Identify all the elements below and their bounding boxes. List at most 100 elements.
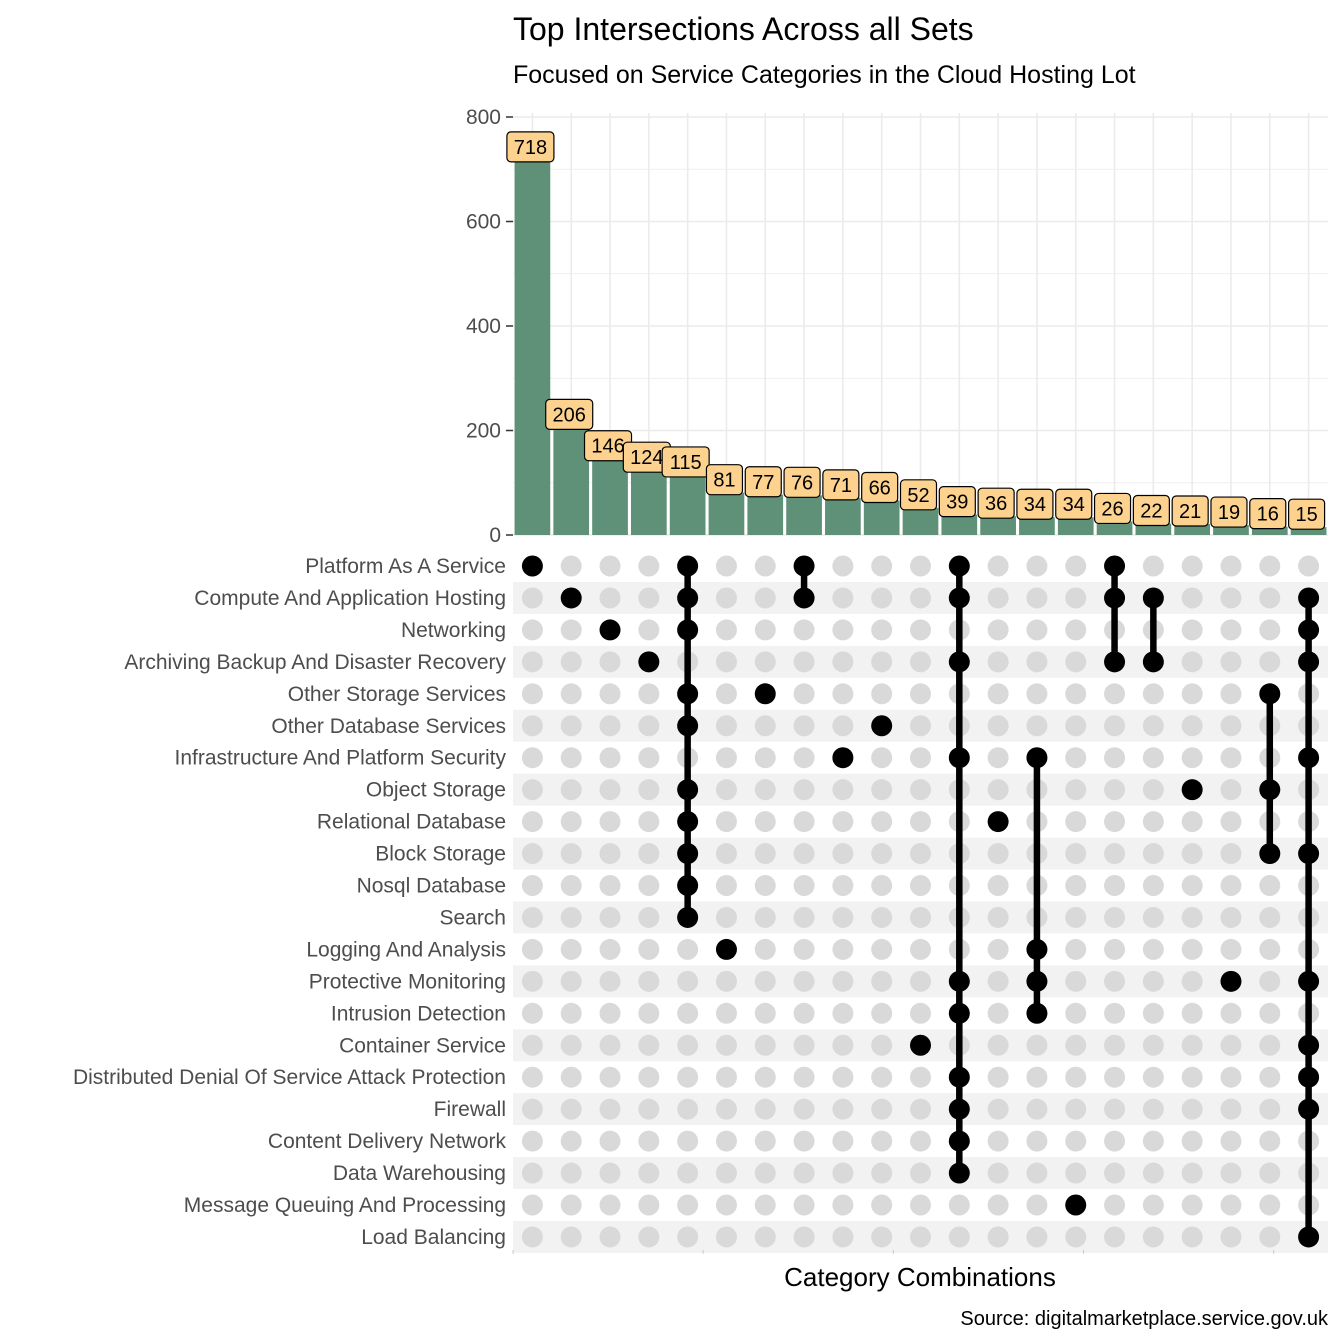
matrix-dot-inactive bbox=[1181, 906, 1203, 928]
value-label-box bbox=[1287, 498, 1326, 530]
value-label-text: 21 bbox=[1179, 501, 1201, 523]
matrix-dot-inactive bbox=[1181, 811, 1203, 833]
matrix-dot-inactive bbox=[793, 1130, 815, 1152]
matrix-dot-inactive bbox=[638, 587, 660, 609]
matrix-dot-inactive bbox=[793, 1034, 815, 1056]
matrix-dot-inactive bbox=[754, 1194, 776, 1216]
matrix-dot-inactive bbox=[832, 811, 854, 833]
matrix-dot-inactive bbox=[910, 683, 931, 705]
matrix-dot-inactive bbox=[832, 1034, 854, 1056]
bar bbox=[1251, 526, 1288, 535]
matrix-dot-inactive bbox=[599, 779, 621, 801]
matrix-dot-inactive bbox=[754, 619, 776, 641]
matrix-dot-inactive bbox=[599, 1194, 621, 1216]
matrix-dot-inactive bbox=[715, 843, 737, 865]
bar bbox=[747, 494, 784, 535]
matrix-dot-active bbox=[1298, 1034, 1320, 1056]
set-label: Other Storage Services bbox=[288, 683, 506, 706]
matrix-dot-inactive bbox=[1220, 683, 1242, 705]
matrix-dot-inactive bbox=[793, 1226, 815, 1248]
matrix-dot-inactive bbox=[1142, 811, 1164, 833]
matrix-dot-inactive bbox=[599, 715, 621, 737]
matrix-dot-inactive bbox=[1104, 843, 1126, 865]
matrix-dot-inactive bbox=[677, 1194, 699, 1216]
matrix-dot-inactive bbox=[754, 1130, 776, 1152]
matrix-dot-inactive bbox=[987, 683, 1009, 705]
matrix-dot-inactive bbox=[871, 1130, 893, 1152]
matrix-dot-inactive bbox=[871, 555, 893, 577]
matrix-dot-inactive bbox=[793, 938, 815, 960]
matrix-dot-inactive bbox=[910, 938, 931, 960]
matrix-dot-active bbox=[948, 651, 970, 673]
matrix-dot-inactive bbox=[754, 1034, 776, 1056]
matrix-dot-inactive bbox=[638, 619, 660, 641]
matrix-dot-inactive bbox=[871, 747, 893, 769]
matrix-dot-inactive bbox=[910, 555, 931, 577]
matrix-dot-active bbox=[677, 619, 699, 641]
matrix-dot-inactive bbox=[1104, 1034, 1126, 1056]
matrix-dot-inactive bbox=[521, 1130, 543, 1152]
matrix-dot-inactive bbox=[1104, 875, 1126, 896]
matrix-dot-inactive bbox=[987, 619, 1009, 641]
matrix-dot-inactive bbox=[910, 747, 931, 769]
bar bbox=[708, 492, 745, 535]
matrix-dot-inactive bbox=[560, 811, 582, 833]
matrix-dot-inactive bbox=[715, 1194, 737, 1216]
matrix-dot-inactive bbox=[1104, 779, 1126, 801]
matrix-dot-inactive bbox=[1220, 1130, 1242, 1152]
matrix-dot-inactive bbox=[987, 651, 1009, 673]
value-label-box bbox=[705, 464, 744, 496]
y-tick-label: 600 bbox=[466, 211, 501, 234]
matrix-dot-inactive bbox=[793, 683, 815, 705]
matrix-dot-inactive bbox=[1104, 1130, 1126, 1152]
matrix-dot-inactive bbox=[1259, 1162, 1281, 1184]
matrix-dot-inactive bbox=[832, 619, 854, 641]
bar-value-label: 81 bbox=[705, 464, 744, 496]
matrix-dot-inactive bbox=[987, 587, 1009, 609]
matrix-dot-active bbox=[948, 555, 970, 577]
set-label: Content Delivery Network bbox=[268, 1130, 507, 1153]
matrix-dot-inactive bbox=[715, 619, 737, 641]
matrix-dot-inactive bbox=[521, 747, 543, 769]
matrix-dot-inactive bbox=[638, 843, 660, 865]
matrix-dot-inactive bbox=[1220, 1194, 1242, 1216]
matrix-dot-inactive bbox=[910, 651, 931, 673]
bar-value-label: 146 bbox=[583, 430, 633, 462]
matrix-dot-inactive bbox=[871, 587, 893, 609]
set-label: Compute And Application Hosting bbox=[194, 587, 506, 610]
matrix-dot-inactive bbox=[1065, 715, 1087, 737]
matrix-dot-inactive bbox=[1181, 1194, 1203, 1216]
matrix-dot-inactive bbox=[871, 1066, 893, 1088]
matrix-dot-inactive bbox=[599, 1098, 621, 1120]
matrix-dot-inactive bbox=[1065, 1130, 1087, 1152]
matrix-dot-inactive bbox=[1026, 1130, 1048, 1152]
matrix-dot-inactive bbox=[1104, 811, 1126, 833]
matrix-dot-active bbox=[677, 779, 699, 801]
matrix-dot-inactive bbox=[754, 651, 776, 673]
matrix-dot-inactive bbox=[599, 651, 621, 673]
matrix-dot-active bbox=[1220, 970, 1242, 992]
matrix-dot-inactive bbox=[871, 619, 893, 641]
matrix-dot-inactive bbox=[1259, 555, 1281, 577]
matrix-dot-inactive bbox=[987, 715, 1009, 737]
matrix-dot-inactive bbox=[521, 1098, 543, 1120]
matrix-dot-inactive bbox=[1104, 938, 1126, 960]
set-label: Block Storage bbox=[375, 843, 506, 866]
bar-value-label: 22 bbox=[1132, 494, 1170, 527]
matrix-dot-active bbox=[1259, 779, 1281, 801]
value-label-box bbox=[744, 466, 782, 498]
matrix-dot-active bbox=[948, 747, 970, 769]
matrix-dot-inactive bbox=[1065, 555, 1087, 577]
matrix-dot-active bbox=[715, 938, 737, 960]
matrix-dot-inactive bbox=[521, 1194, 543, 1216]
matrix-dot-inactive bbox=[1104, 1162, 1126, 1184]
matrix-dot-inactive bbox=[1220, 938, 1242, 960]
matrix-dot-inactive bbox=[599, 1034, 621, 1056]
matrix-dot-inactive bbox=[871, 1162, 893, 1184]
matrix-dot-inactive bbox=[793, 811, 815, 833]
matrix-dot-inactive bbox=[1181, 619, 1203, 641]
matrix-dot-inactive bbox=[1181, 875, 1203, 896]
matrix-dot-inactive bbox=[987, 555, 1009, 577]
value-label-box bbox=[1093, 492, 1132, 525]
set-label: Networking bbox=[401, 619, 506, 642]
